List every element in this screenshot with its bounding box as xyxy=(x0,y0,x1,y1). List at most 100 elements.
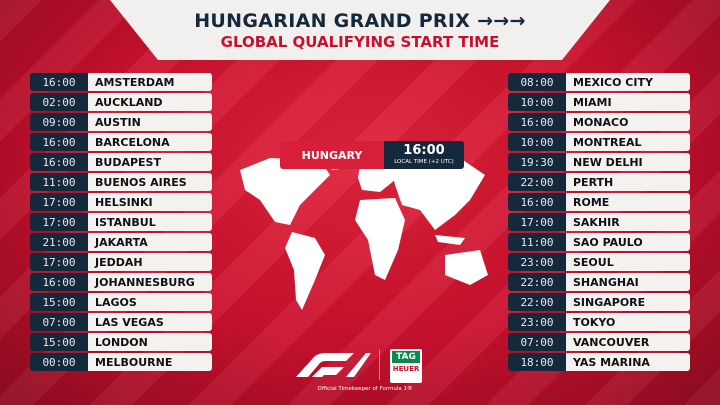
page-title: HUNGARIAN GRAND PRIX →→→ xyxy=(194,10,526,32)
city-time: 08:00 xyxy=(508,73,566,91)
city-time: 22:00 xyxy=(508,293,566,311)
city-row: 11:00 BUENOS AIRES xyxy=(30,173,212,191)
city-name: JEDDAH xyxy=(88,253,212,271)
f1-logo xyxy=(296,353,371,377)
callout-note: LOCAL TIME (+2 UTC) xyxy=(394,159,454,165)
city-row: 16:00 JOHANNESBURG xyxy=(30,273,212,291)
city-row: 22:00 SHANGHAI xyxy=(508,273,690,291)
city-time: 23:00 xyxy=(508,313,566,331)
city-row: 16:00 BARCELONA xyxy=(30,133,212,151)
city-time: 00:00 xyxy=(30,353,88,371)
city-row: 00:00 MELBOURNE xyxy=(30,353,212,371)
callout-time-box: 16:00 LOCAL TIME (+2 UTC) xyxy=(384,141,464,169)
city-time: 09:00 xyxy=(30,113,88,131)
city-time: 16:00 xyxy=(508,113,566,131)
city-row: 16:00 BUDAPEST xyxy=(30,153,212,171)
city-row: 22:00 PERTH xyxy=(508,173,690,191)
city-time: 22:00 xyxy=(508,273,566,291)
city-row: 17:00 ISTANBUL xyxy=(30,213,212,231)
left-city-list: 16:00 AMSTERDAM 02:00 AUCKLAND 09:00 AUSTIN 16… xyxy=(30,73,212,373)
city-time: 17:00 xyxy=(508,213,566,231)
city-name: SAO PAULO xyxy=(566,233,690,251)
city-time: 10:00 xyxy=(508,133,566,151)
city-time: 11:00 xyxy=(30,173,88,191)
city-row: 17:00 HELSINKI xyxy=(30,193,212,211)
city-row: 02:00 AUCKLAND xyxy=(30,93,212,111)
city-name: MONACO xyxy=(566,113,690,131)
city-time: 07:00 xyxy=(508,333,566,351)
city-row: 23:00 SEOUL xyxy=(508,253,690,271)
city-time: 11:00 xyxy=(508,233,566,251)
city-time: 23:00 xyxy=(508,253,566,271)
footer-tagline: Official Timekeeper of Formula 1® xyxy=(317,386,413,392)
city-time: 16:00 xyxy=(508,193,566,211)
right-city-list: 08:00 MEXICO CITY 10:00 MIAMI 16:00 MONACO 10:… xyxy=(508,73,690,373)
city-row: 17:00 JEDDAH xyxy=(30,253,212,271)
city-name: MEXICO CITY xyxy=(566,73,690,91)
city-name: LAS VEGAS xyxy=(88,313,212,331)
hungary-callout: HUNGARY 16:00 LOCAL TIME (+2 UTC) xyxy=(280,141,464,169)
city-time: 10:00 xyxy=(508,93,566,111)
footer-divider xyxy=(379,350,380,380)
city-name: MONTREAL xyxy=(566,133,690,151)
city-time: 17:00 xyxy=(30,213,88,231)
city-row: 15:00 LAGOS xyxy=(30,293,212,311)
city-name: HELSINKI xyxy=(88,193,212,211)
city-name: NEW DELHI xyxy=(566,153,690,171)
city-row: 10:00 MIAMI xyxy=(508,93,690,111)
city-time: 15:00 xyxy=(30,333,88,351)
map-australia xyxy=(445,250,488,285)
city-name: SAKHIR xyxy=(566,213,690,231)
city-row: 23:00 TOKYO xyxy=(508,313,690,331)
city-name: MIAMI xyxy=(566,93,690,111)
tag-text: TAG xyxy=(392,351,420,363)
page-subtitle: GLOBAL QUALIFYING START TIME xyxy=(220,33,500,51)
city-row: 07:00 LAS VEGAS xyxy=(30,313,212,331)
city-name: BUENOS AIRES xyxy=(88,173,212,191)
world-map xyxy=(240,150,488,310)
city-time: 17:00 xyxy=(30,193,88,211)
city-row: 07:00 VANCOUVER xyxy=(508,333,690,351)
city-name: JAKARTA xyxy=(88,233,212,251)
city-name: AUCKLAND xyxy=(88,93,212,111)
city-row: 08:00 MEXICO CITY xyxy=(508,73,690,91)
city-row: 22:00 SINGAPORE xyxy=(508,293,690,311)
city-time: 02:00 xyxy=(30,93,88,111)
map-south-america xyxy=(285,232,325,310)
city-name: TOKYO xyxy=(566,313,690,331)
map-asia xyxy=(390,158,485,230)
city-name: LONDON xyxy=(88,333,212,351)
city-row: 18:00 YAS MARINA xyxy=(508,353,690,371)
city-name: SEOUL xyxy=(566,253,690,271)
city-name: BUDAPEST xyxy=(88,153,212,171)
tag-heuer-logo: TAG HEUER xyxy=(390,349,422,383)
city-row: 17:00 SAKHIR xyxy=(508,213,690,231)
header-banner: HUNGARIAN GRAND PRIX →→→ GLOBAL QUALIFYI… xyxy=(160,0,560,60)
city-row: 10:00 MONTREAL xyxy=(508,133,690,151)
city-row: 19:30 NEW DELHI xyxy=(508,153,690,171)
city-name: MELBOURNE xyxy=(88,353,212,371)
city-name: JOHANNESBURG xyxy=(88,273,212,291)
city-time: 21:00 xyxy=(30,233,88,251)
city-row: 21:00 JAKARTA xyxy=(30,233,212,251)
city-row: 16:00 MONACO xyxy=(508,113,690,131)
heuer-text: HEUER xyxy=(392,365,420,373)
city-time: 17:00 xyxy=(30,253,88,271)
map-north-america xyxy=(240,158,330,225)
city-row: 09:00 AUSTIN xyxy=(30,113,212,131)
city-row: 16:00 ROME xyxy=(508,193,690,211)
city-row: 11:00 SAO PAULO xyxy=(508,233,690,251)
city-name: ISTANBUL xyxy=(88,213,212,231)
map-africa xyxy=(355,198,405,280)
city-time: 07:00 xyxy=(30,313,88,331)
city-name: BARCELONA xyxy=(88,133,212,151)
map-indonesia xyxy=(435,235,465,245)
city-time: 15:00 xyxy=(30,293,88,311)
city-time: 22:00 xyxy=(508,173,566,191)
footer: TAG HEUER Official Timekeeper of Formula… xyxy=(290,345,440,400)
city-name: PERTH xyxy=(566,173,690,191)
city-name: AMSTERDAM xyxy=(88,73,212,91)
city-name: SHANGHAI xyxy=(566,273,690,291)
city-time: 16:00 xyxy=(30,153,88,171)
